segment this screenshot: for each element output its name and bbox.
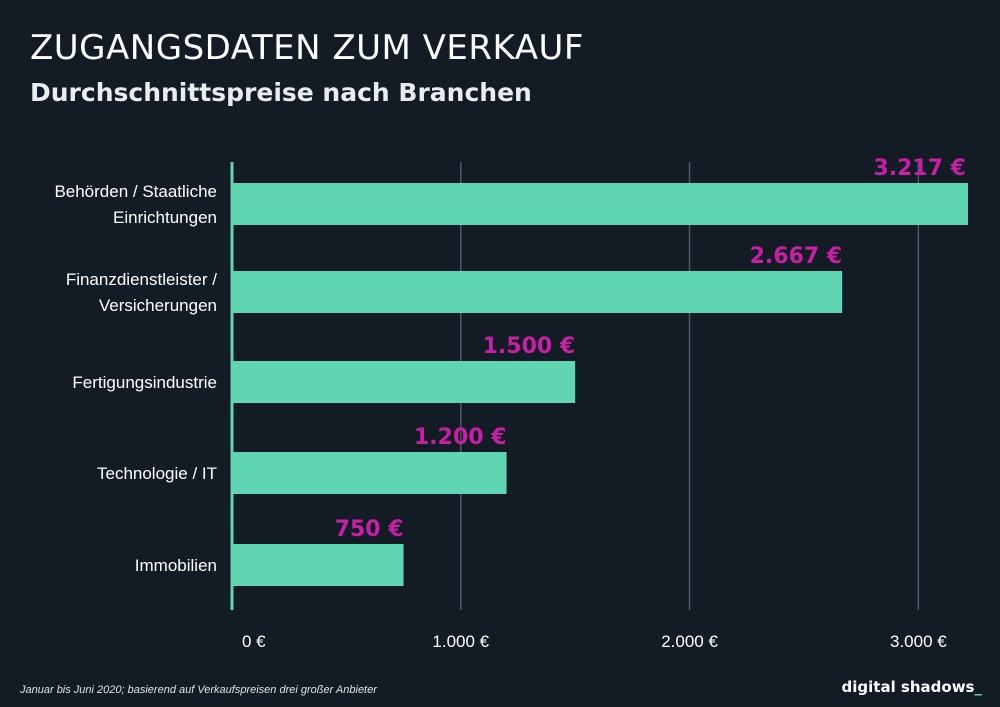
- value-label: 2.667 €: [750, 244, 843, 269]
- category-label-line: Versicherungen: [99, 296, 217, 315]
- x-tick-label: 2.000 €: [661, 632, 718, 651]
- brand-logo: digital shadows_: [842, 678, 982, 696]
- category-label: Technologie / IT: [97, 464, 217, 483]
- category-label-line: Fertigungsindustrie: [72, 373, 217, 392]
- value-label: 3.217 €: [873, 156, 966, 181]
- value-label: 750 €: [335, 517, 404, 542]
- bar: [232, 271, 843, 313]
- bar: [232, 361, 576, 403]
- category-label: Behörden / Staatliche Einrichtungen: [54, 182, 217, 227]
- category-label: Finanzdienstleister / Versicherungen: [66, 270, 217, 315]
- x-tick-label: 1.000 €: [432, 632, 489, 651]
- chart-subtitle: Durchschnittspreise nach Branchen: [30, 78, 532, 107]
- x-tick-label: 3.000 €: [890, 632, 947, 651]
- category-label-line: Behörden / Staatliche: [54, 182, 217, 201]
- value-label: 1.200 €: [414, 425, 507, 450]
- bar: [232, 452, 507, 494]
- footnote: Januar bis Juni 2020; basierend auf Verk…: [20, 684, 377, 696]
- value-label: 1.500 €: [483, 334, 576, 359]
- category-label: Immobilien: [135, 556, 217, 575]
- bar: [232, 544, 404, 586]
- brand-mark: _: [974, 678, 983, 696]
- category-label-line: Finanzdienstleister /: [66, 270, 217, 289]
- bar: [232, 183, 968, 225]
- x-tick-label: 0 €: [242, 632, 266, 651]
- chart-title: ZUGANGSDATEN ZUM VERKAUF: [30, 28, 584, 68]
- category-label: Fertigungsindustrie: [72, 373, 217, 392]
- category-label-line: Einrichtungen: [113, 208, 217, 227]
- brand-name: digital shadows: [841, 678, 975, 696]
- category-label-line: Technologie / IT: [97, 464, 217, 483]
- category-label-line: Immobilien: [135, 556, 217, 575]
